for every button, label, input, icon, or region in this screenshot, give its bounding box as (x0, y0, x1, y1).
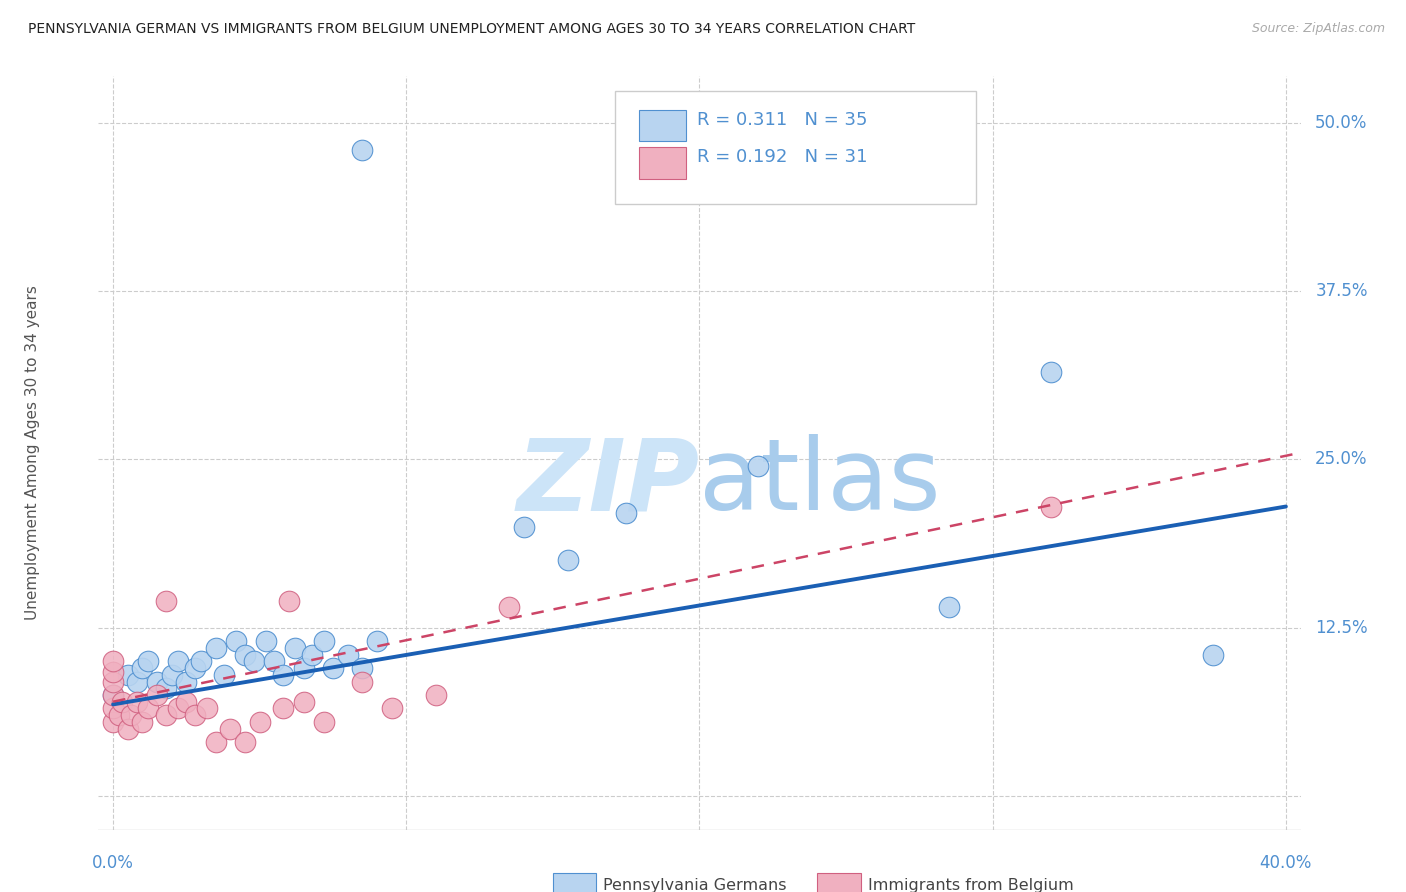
Text: 25.0%: 25.0% (1315, 450, 1368, 468)
Point (131, 661, 153, 675)
Point (117, 667, 139, 681)
Text: atlas: atlas (699, 434, 941, 532)
Point (1040, 365, 1063, 379)
Point (314, 714, 336, 729)
Point (278, 593, 301, 607)
Point (136, 654, 159, 668)
Point (938, 600, 960, 615)
Point (263, 654, 285, 668)
Point (512, 519, 534, 533)
Point (352, 661, 374, 675)
Text: Source: ZipAtlas.com: Source: ZipAtlas.com (1251, 22, 1385, 36)
Point (125, 695, 148, 709)
Point (271, 701, 294, 715)
Point (120, 708, 142, 723)
Point (111, 695, 134, 709)
Point (176, 674, 198, 689)
Point (101, 654, 124, 668)
Point (184, 708, 207, 723)
Point (254, 634, 277, 648)
Point (747, 459, 769, 474)
Point (155, 708, 177, 723)
Point (271, 667, 294, 681)
FancyBboxPatch shape (640, 147, 686, 179)
Point (249, 714, 271, 729)
Point (425, 688, 447, 702)
Point (101, 688, 124, 702)
Point (1201, 648, 1223, 662)
Point (195, 701, 218, 715)
Point (352, 674, 374, 689)
Point (243, 654, 266, 668)
Text: 40.0%: 40.0% (1260, 854, 1312, 871)
Point (146, 674, 169, 689)
Point (166, 701, 188, 715)
Point (184, 661, 207, 675)
Point (292, 661, 315, 675)
FancyBboxPatch shape (640, 110, 686, 142)
Text: 0.0%: 0.0% (93, 854, 134, 871)
Point (146, 688, 169, 702)
Point (366, 634, 388, 648)
Text: ZIP: ZIP (516, 434, 699, 532)
Point (292, 695, 315, 709)
Point (101, 714, 124, 729)
Point (101, 688, 124, 702)
FancyBboxPatch shape (553, 873, 596, 892)
Text: PENNSYLVANIA GERMAN VS IMMIGRANTS FROM BELGIUM UNEMPLOYMENT AMONG AGES 30 TO 34 : PENNSYLVANIA GERMAN VS IMMIGRANTS FROM B… (28, 22, 915, 37)
Point (219, 722, 242, 736)
FancyBboxPatch shape (817, 873, 860, 892)
Point (125, 674, 148, 689)
Text: Unemployment Among Ages 30 to 34 years: Unemployment Among Ages 30 to 34 years (25, 285, 39, 620)
Point (166, 654, 188, 668)
Text: Immigrants from Belgium: Immigrants from Belgium (868, 878, 1074, 892)
FancyBboxPatch shape (616, 91, 976, 204)
Point (155, 593, 177, 607)
Point (233, 648, 256, 662)
Point (101, 701, 124, 715)
Point (176, 695, 198, 709)
Point (190, 654, 212, 668)
Point (336, 648, 359, 662)
Point (284, 640, 307, 655)
Point (160, 667, 183, 681)
Text: Pennsylvania Germans: Pennsylvania Germans (603, 878, 787, 892)
Point (314, 634, 336, 648)
Text: R = 0.192   N = 31: R = 0.192 N = 31 (697, 148, 868, 166)
Text: 37.5%: 37.5% (1315, 282, 1368, 301)
Point (352, 143, 374, 157)
Point (498, 600, 520, 615)
Point (233, 735, 256, 749)
Point (1040, 500, 1063, 514)
Text: 12.5%: 12.5% (1315, 619, 1368, 637)
Point (214, 667, 236, 681)
Point (101, 665, 124, 679)
Point (117, 722, 139, 736)
Point (101, 674, 124, 689)
Text: 50.0%: 50.0% (1315, 114, 1368, 132)
Point (131, 714, 153, 729)
Point (322, 661, 344, 675)
Point (204, 735, 226, 749)
Point (614, 506, 637, 520)
Point (155, 681, 177, 696)
Point (225, 634, 247, 648)
Text: R = 0.311   N = 35: R = 0.311 N = 35 (697, 111, 868, 128)
Point (136, 701, 159, 715)
Point (301, 648, 323, 662)
Point (557, 553, 579, 567)
Point (108, 708, 131, 723)
Point (204, 640, 226, 655)
Point (381, 701, 404, 715)
